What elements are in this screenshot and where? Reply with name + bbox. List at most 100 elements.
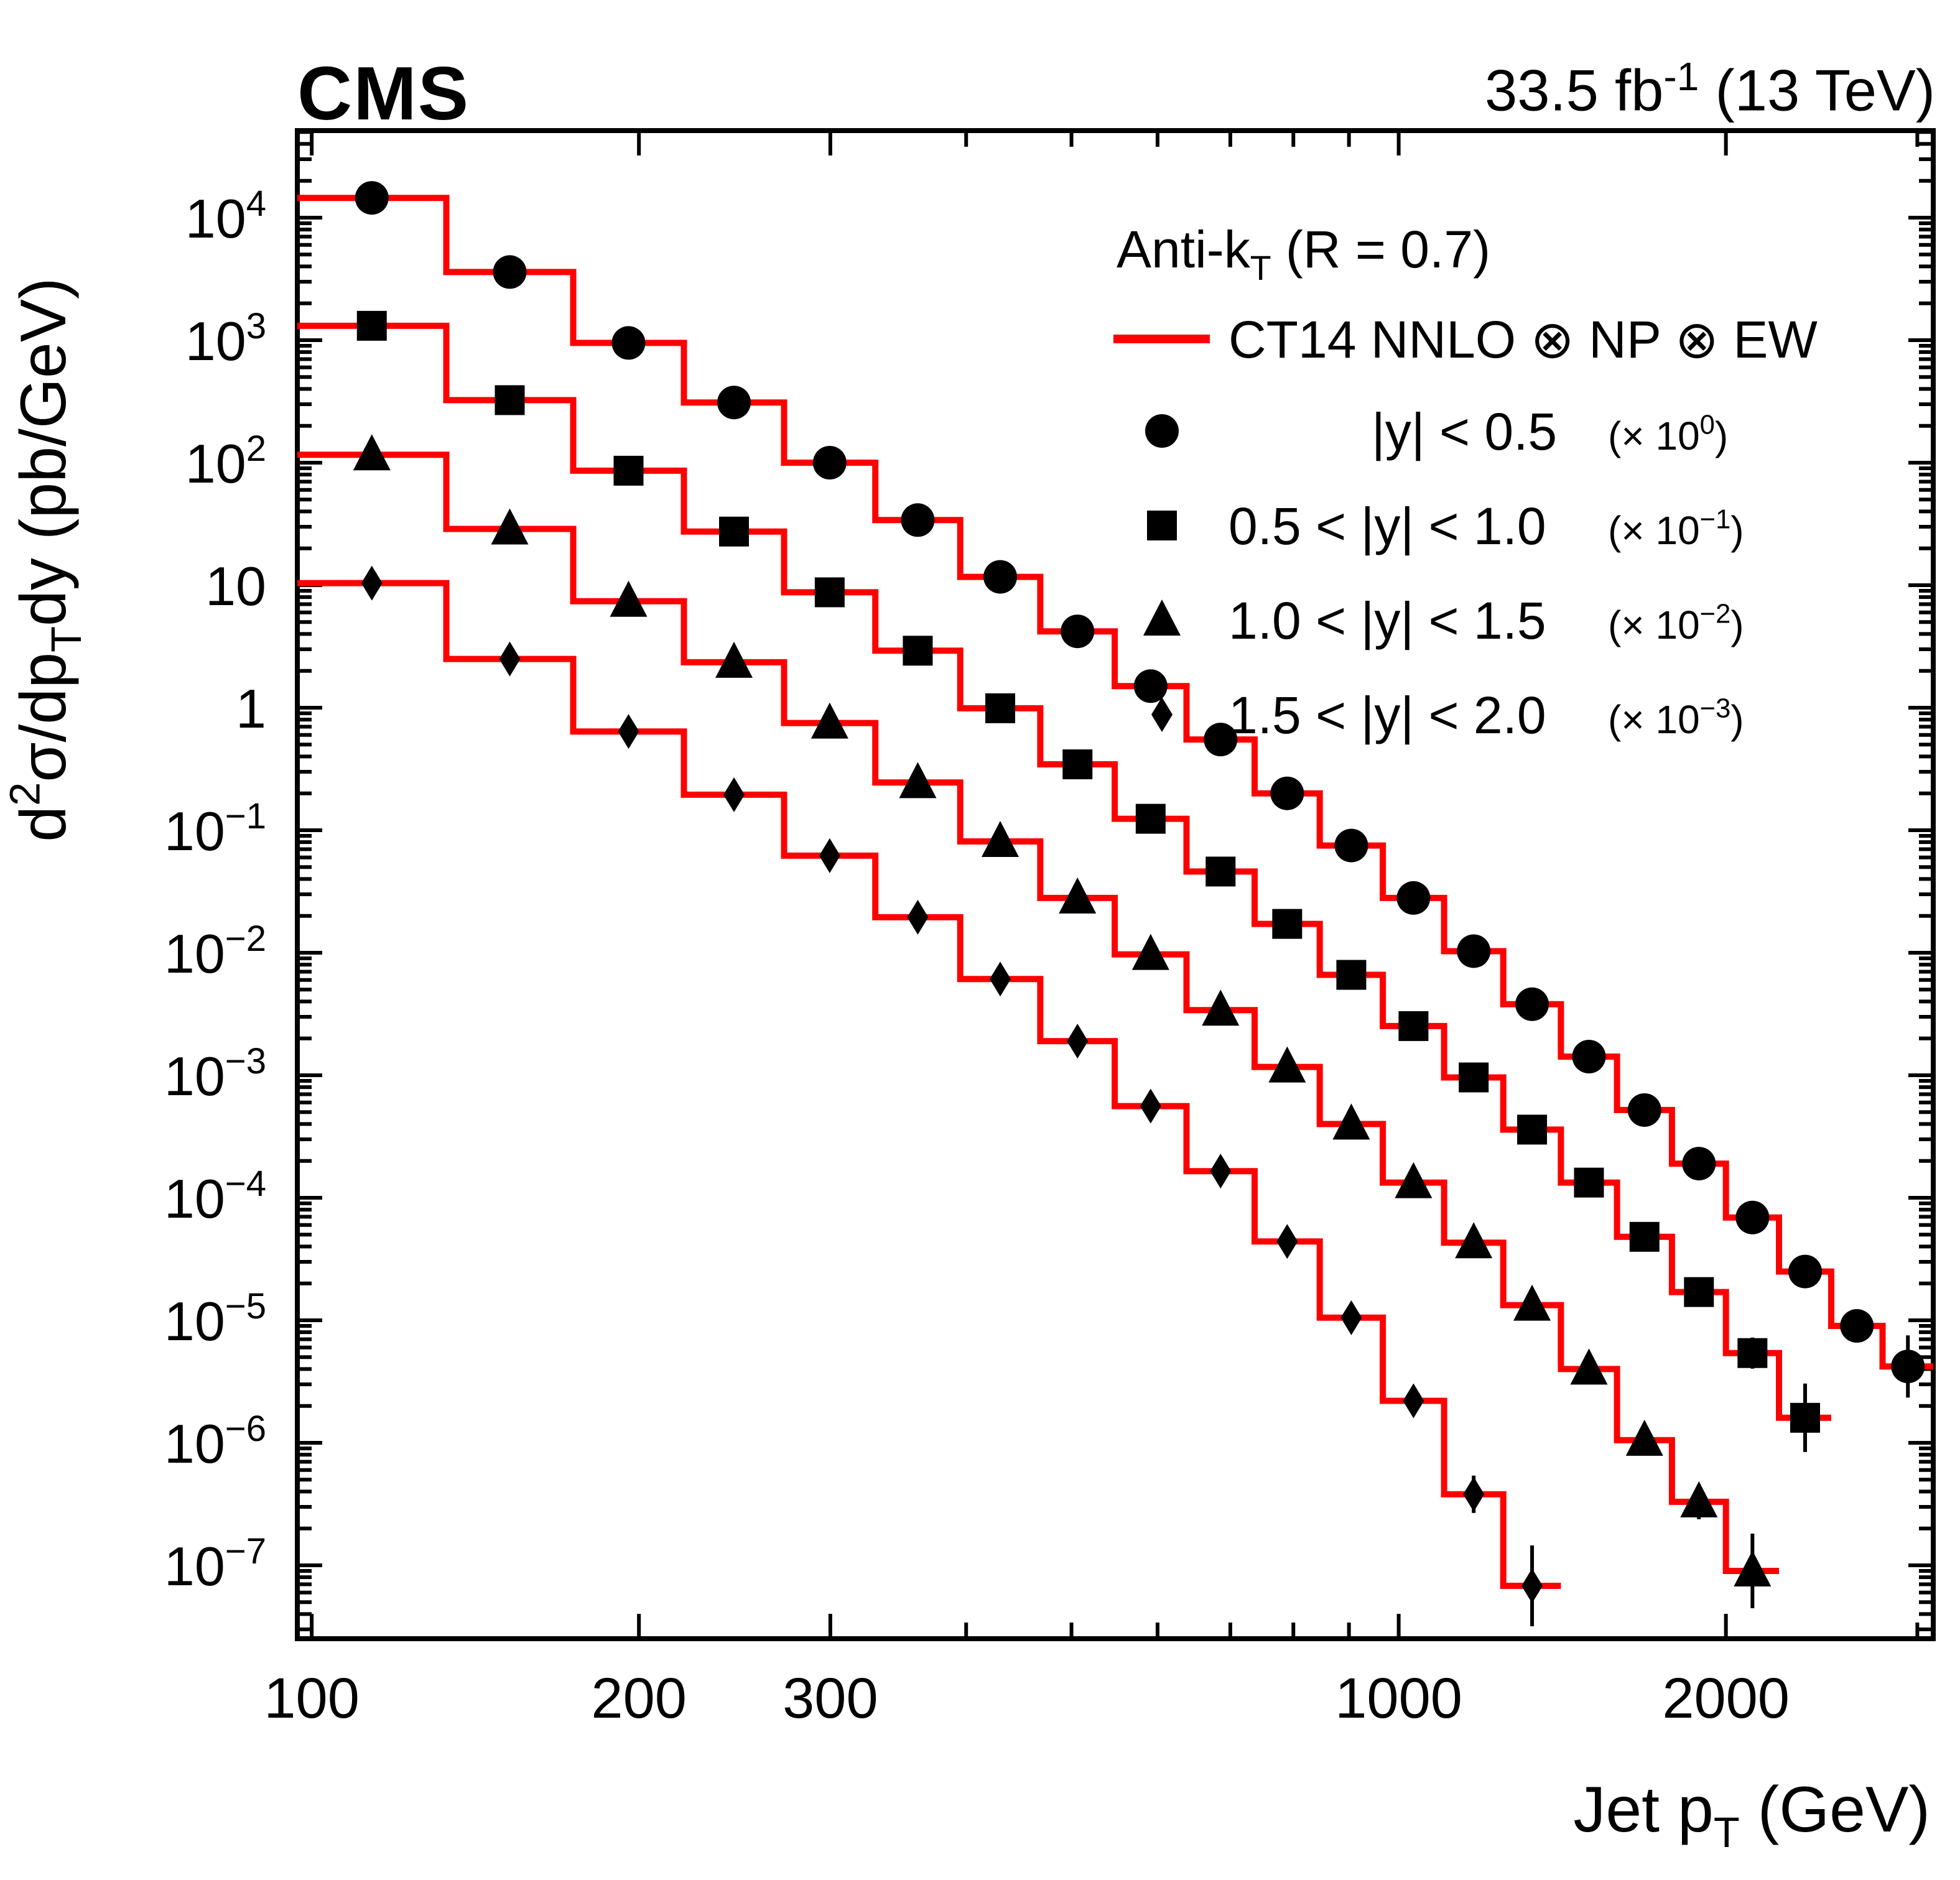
data-point-circle [1061, 614, 1095, 649]
data-point-circle [1396, 881, 1431, 915]
data-point-square [1205, 856, 1236, 887]
x-tick-label: 2000 [1662, 1667, 1790, 1730]
luminosity-energy-label: 33.5 fb-1 (13 TeV) [1484, 54, 1935, 123]
data-point-diamond [499, 641, 521, 677]
series-1-line [297, 195, 1933, 1370]
data-point-circle [717, 386, 751, 420]
data-point-diamond [1521, 1568, 1543, 1603]
data-point-diamond [618, 714, 639, 749]
data-point-triangle [1513, 1284, 1551, 1321]
data-point-triangle [491, 508, 529, 545]
legend-scale-factor: (× 10−2) [1608, 599, 1744, 647]
legend: Anti-kT (R = 0.7) CT14 NNLO ⊗ NP ⊗ EW |y| … [1113, 220, 1818, 744]
data-point-triangle [1332, 1103, 1370, 1140]
legend-scale-factor: (× 100) [1608, 410, 1728, 458]
data-point-triangle [1570, 1348, 1608, 1385]
data-point-diamond [723, 777, 745, 812]
data-point-square [1459, 1062, 1489, 1093]
data-point-circle [1840, 1309, 1874, 1343]
y-tick-label: 10−4 [164, 1164, 266, 1229]
data-point-triangle [1202, 989, 1240, 1026]
x-tick-label: 300 [783, 1667, 878, 1730]
data-point-square [1272, 909, 1303, 939]
data-point-triangle [1455, 1222, 1493, 1259]
data-point-diamond [361, 565, 383, 601]
series-1-markers [355, 181, 1925, 1398]
series-2-markers [356, 310, 1821, 1452]
data-point-circle [1682, 1147, 1716, 1181]
legend-marker-diamond [1151, 697, 1173, 732]
data-point-triangle [899, 762, 937, 799]
data-point-square [814, 577, 845, 608]
y-tick-label: 10−5 [164, 1286, 266, 1352]
legend-marker-triangle [1143, 600, 1181, 636]
data-point-triangle [715, 641, 753, 678]
data-point-circle [1270, 776, 1304, 810]
data-point-square [1790, 1402, 1821, 1433]
data-point-square [1517, 1114, 1548, 1145]
data-point-circle [983, 560, 1018, 594]
series-3-markers [353, 434, 1772, 1609]
legend-scale-factor: (× 10−1) [1608, 504, 1744, 553]
y-tick-label: 103 [185, 306, 266, 372]
y-tick-label: 104 [185, 183, 266, 249]
x-tick-label: 1000 [1335, 1667, 1462, 1730]
data-point-square [1684, 1277, 1714, 1307]
legend-theory-label: CT14 NNLO ⊗ NP ⊗ EW [1228, 310, 1818, 369]
data-point-circle [1788, 1254, 1823, 1289]
data-point-circle [1334, 828, 1368, 863]
data-point-circle [493, 255, 527, 289]
data-point-square [903, 636, 933, 666]
data-point-triangle [1734, 1550, 1772, 1587]
data-point-diamond [1340, 1300, 1362, 1335]
data-point-diamond [907, 899, 929, 935]
y-tick-label: 10−6 [164, 1409, 266, 1475]
data-point-diamond [1276, 1224, 1298, 1259]
data-point-triangle [1395, 1162, 1433, 1198]
data-point-square [356, 310, 387, 341]
y-tick-label: 10−2 [164, 919, 266, 984]
data-point-diamond [1210, 1154, 1232, 1189]
data-point-circle [1891, 1350, 1925, 1384]
data-point-square [613, 455, 644, 486]
data-point-square [1062, 749, 1093, 780]
data-point-square [1737, 1338, 1768, 1368]
data-point-diamond [819, 838, 840, 873]
data-point-square [1336, 960, 1367, 990]
data-point-circle [901, 503, 935, 537]
data-point-triangle [1268, 1046, 1306, 1083]
x-axis-title: Jet pT (GeV) [1573, 1774, 1930, 1856]
data-point-diamond [1463, 1476, 1485, 1512]
theory-step-line [297, 322, 1831, 1421]
legend-series-label: 1.5 < |y| < 2.0 [1228, 686, 1546, 744]
y-tick-label: 10 [205, 555, 266, 617]
data-point-circle [812, 446, 847, 479]
theory-step-line [297, 195, 1933, 1370]
data-point-square [1574, 1167, 1604, 1198]
data-point-square [495, 385, 525, 415]
data-point-diamond [990, 961, 1011, 997]
data-point-triangle [1625, 1419, 1663, 1456]
data-point-diamond [1403, 1383, 1424, 1419]
data-point-circle [355, 181, 389, 215]
data-point-triangle [1680, 1481, 1718, 1517]
legend-series-label: |y| < 0.5 [1372, 402, 1557, 461]
legend-series-label: 0.5 < |y| < 1.0 [1228, 497, 1546, 555]
y-tick-label: 10−3 [164, 1041, 266, 1107]
data-point-circle [611, 326, 646, 360]
data-point-triangle [353, 434, 391, 471]
series-2-line [297, 322, 1831, 1421]
data-point-circle [1735, 1200, 1770, 1234]
data-point-triangle [810, 702, 848, 739]
data-point-square [1135, 803, 1166, 834]
data-point-circle [1457, 934, 1491, 968]
data-point-circle [1133, 669, 1168, 703]
y-axis-title: d2σ/dpTdy (pb/GeV) [1, 277, 90, 841]
legend-marker-square [1147, 511, 1177, 540]
data-point-square [719, 516, 750, 547]
y-tick-label: 1 [236, 678, 266, 739]
data-point-diamond [1140, 1088, 1161, 1124]
x-tick-label: 100 [264, 1667, 360, 1730]
